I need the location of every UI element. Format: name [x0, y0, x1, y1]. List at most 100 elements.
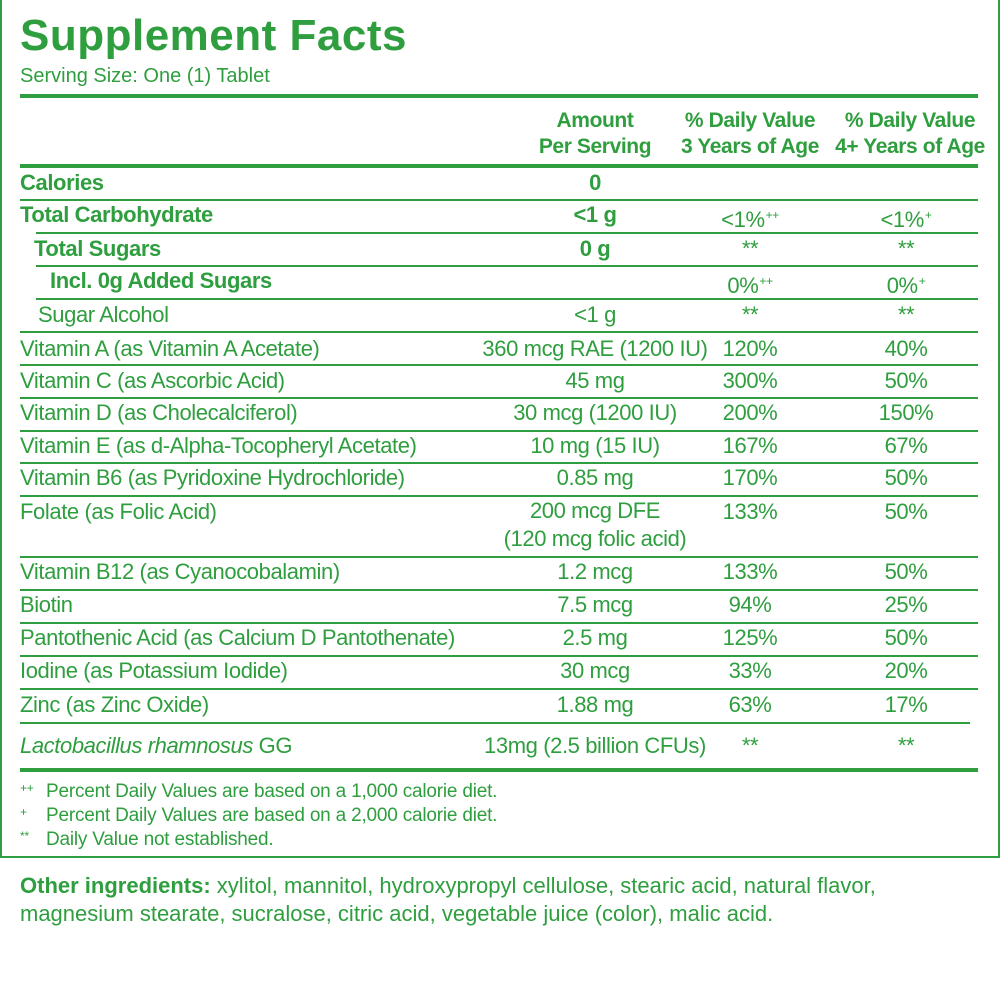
header-dv-4yrs: % Daily Value 4+ Years of Age — [830, 108, 990, 160]
nutrient-name: Total Sugars — [34, 236, 161, 261]
row-divider — [36, 265, 978, 267]
dv-3-years: 133% — [722, 559, 778, 584]
row-divider — [20, 430, 978, 432]
dv-4-years: 150% — [878, 400, 934, 425]
header-dv3-line2: 3 Years of Age — [681, 135, 819, 158]
amount-per-serving: 200 mcg DFE (120 mcg folic acid) — [503, 498, 687, 551]
row-divider — [20, 495, 978, 497]
dv-4-years: 0%+ — [886, 273, 926, 298]
dv-4-years: ** — [897, 733, 915, 758]
dv-3-years: 120% — [722, 336, 778, 361]
divider-thick — [20, 164, 978, 168]
dv-4-years: 50% — [884, 499, 928, 524]
dv-3-years: 167% — [722, 433, 778, 458]
nutrient-name: Pantothenic Acid (as Calcium D Pantothen… — [20, 625, 455, 650]
dv-4-years: ** — [897, 302, 915, 327]
dv-4-years: ** — [897, 236, 915, 261]
dv-3-years: ** — [741, 302, 759, 327]
amount-per-serving: 0 g — [579, 236, 611, 261]
nutrient-name-italic: Lactobacillus rhamnosus — [20, 733, 253, 758]
nutrient-name: Vitamin E (as d-Alpha-Tocopheryl Acetate… — [20, 433, 417, 458]
amount-per-serving: 10 mg (15 IU) — [530, 433, 660, 458]
row-divider — [20, 397, 978, 399]
dv-4-years: 67% — [884, 433, 928, 458]
dv-3-years: 170% — [722, 465, 778, 490]
amount-per-serving: 30 mcg (1200 IU) — [513, 400, 677, 425]
dv-3-years: ** — [741, 733, 759, 758]
nutrient-name: Incl. 0g Added Sugars — [50, 268, 272, 293]
row-divider — [20, 589, 978, 591]
nutrient-name: Vitamin B12 (as Cyanocobalamin) — [20, 559, 340, 584]
dv-3-years: 125% — [722, 625, 778, 650]
row-divider — [36, 298, 978, 300]
dv-3-years: 133% — [722, 499, 778, 524]
header-amount: Amount Per Serving — [500, 108, 690, 160]
dv-3-years: 94% — [728, 592, 772, 617]
row-divider — [20, 199, 978, 201]
dv-3-years: ** — [741, 236, 759, 261]
row-divider — [20, 331, 978, 333]
amount-per-serving: 1.88 mg — [556, 692, 634, 717]
footnote-symbol: + — [20, 805, 27, 819]
nutrient-name: Vitamin A (as Vitamin A Acetate) — [20, 336, 320, 361]
header-dv4-line1: % Daily Value — [844, 109, 976, 132]
amount-per-serving: 30 mcg — [560, 658, 630, 683]
nutrient-name: Lactobacillus rhamnosus GG — [20, 733, 293, 758]
nutrient-name: Iodine (as Potassium Iodide) — [20, 658, 288, 683]
nutrient-name: Total Carbohydrate — [20, 202, 213, 227]
footnote-marker: ++ — [765, 208, 780, 222]
row-divider — [20, 655, 978, 657]
other-ingredients-text: xylitol, mannitol, hydroxypropyl cellulo… — [20, 873, 876, 926]
footnote-text: Daily Value not established. — [46, 829, 274, 850]
nutrient-name: Zinc (as Zinc Oxide) — [20, 692, 209, 717]
amount-per-serving: 0 — [589, 170, 601, 195]
nutrient-name: Vitamin C (as Ascorbic Acid) — [20, 368, 285, 393]
dv-3-years: 33% — [728, 658, 772, 683]
dv-4-years: 25% — [884, 592, 928, 617]
footnote: + Percent Daily Values are based on a 2,0… — [20, 800, 497, 828]
nutrient-name: Biotin — [20, 592, 73, 617]
nutrient-name: Vitamin D (as Cholecalciferol) — [20, 400, 298, 425]
dv-4-years: 40% — [884, 336, 928, 361]
row-divider — [20, 364, 978, 366]
row-divider — [20, 556, 978, 558]
header-dv3-line1: % Daily Value — [684, 109, 816, 132]
amount-per-serving: 0.85 mg — [556, 465, 634, 490]
footnote-marker: + — [924, 208, 932, 222]
footnote-text: Percent Daily Values are based on a 1,00… — [46, 781, 498, 802]
dv-3-years: 0%++ — [727, 273, 773, 298]
nutrient-name: Sugar Alcohol — [38, 302, 169, 327]
serving-size: Serving Size: One (1) Tablet — [20, 65, 270, 87]
footnote-symbol: ** — [20, 829, 29, 843]
row-divider — [20, 622, 978, 624]
dv-3-years: 200% — [722, 400, 778, 425]
header-dv-3yrs: % Daily Value 3 Years of Age — [680, 108, 820, 160]
dv-4-years: 50% — [884, 368, 928, 393]
dv-3-years: <1%++ — [721, 207, 780, 232]
header-dv4-line2: 4+ Years of Age — [835, 135, 985, 158]
amount-per-serving: 45 mg — [565, 368, 625, 393]
header-amount-line1: Amount — [556, 109, 634, 132]
amount-per-serving: 1.2 mcg — [557, 559, 633, 584]
dv-4-years: 50% — [884, 625, 928, 650]
row-divider — [36, 232, 978, 234]
amount-per-serving: 7.5 mcg — [557, 592, 633, 617]
nutrient-name: Vitamin B6 (as Pyridoxine Hydrochloride) — [20, 465, 405, 490]
amount-per-serving: 2.5 mg — [562, 625, 628, 650]
amount-per-serving: 13mg (2.5 billion CFUs) — [484, 733, 706, 758]
footnote: ++ Percent Daily Values are based on a 1,… — [20, 776, 497, 804]
nutrient-name: Calories — [20, 170, 104, 195]
row-divider — [20, 722, 970, 724]
dv-4-years: <1%+ — [880, 207, 932, 232]
amount-per-serving: <1 g — [574, 302, 616, 327]
amount-per-serving: 360 mcg RAE (1200 IU) — [482, 336, 708, 361]
dv-3-years: 300% — [722, 368, 778, 393]
dv-4-years: 17% — [884, 692, 928, 717]
footnote-text: Percent Daily Values are based on a 2,00… — [46, 805, 498, 826]
footnote: ** Daily Value not established. — [20, 824, 274, 852]
header-amount-line2: Per Serving — [538, 135, 652, 158]
dv-3-years: 63% — [728, 692, 772, 717]
footnote-marker: + — [918, 274, 926, 288]
dv-4-years: 50% — [884, 465, 928, 490]
dv-4-years: 50% — [884, 559, 928, 584]
